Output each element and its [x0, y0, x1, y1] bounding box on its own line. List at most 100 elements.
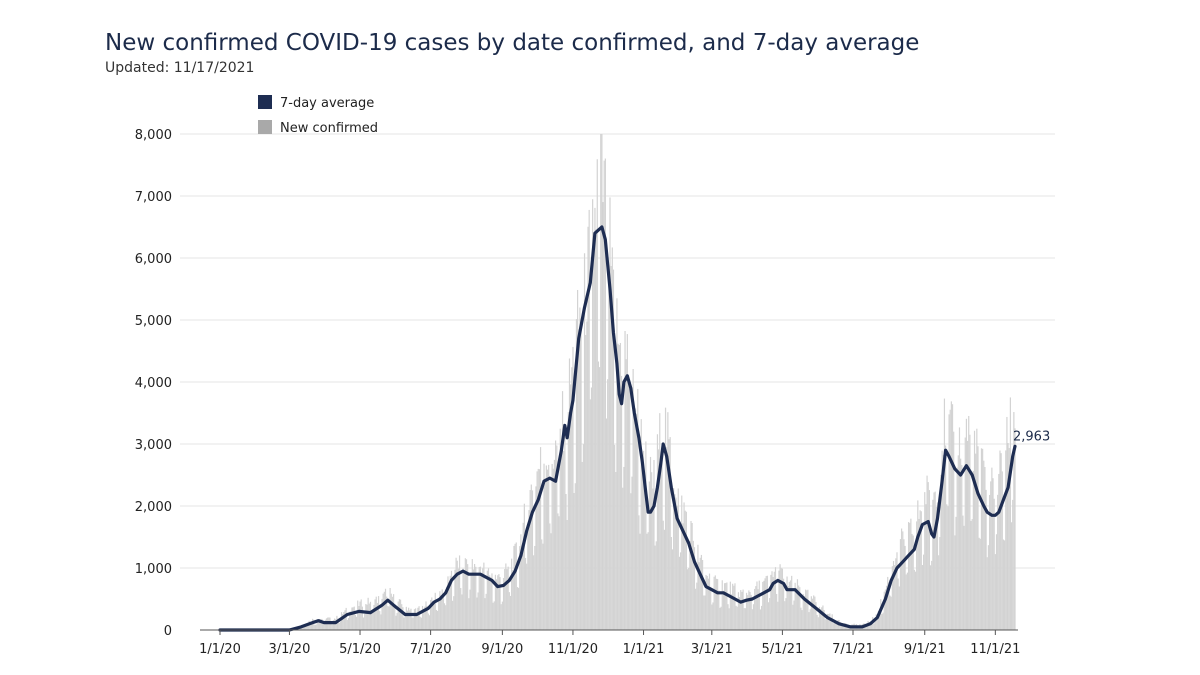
new-confirmed-bar: [1007, 443, 1009, 630]
new-confirmed-bar: [904, 545, 906, 630]
new-confirmed-bar: [414, 608, 417, 630]
new-confirmed-bar: [537, 468, 539, 630]
new-confirmed-bar: [986, 557, 988, 630]
y-tick-label: 1,000: [135, 562, 172, 577]
new-confirmed-bar: [534, 545, 536, 630]
y-tick-label: 2,000: [135, 500, 172, 515]
new-confirmed-bar: [450, 570, 453, 630]
new-confirmed-bar: [866, 625, 868, 630]
new-confirmed-bar: [578, 329, 580, 630]
new-confirmed-bar: [677, 488, 679, 630]
new-confirmed-bar: [669, 437, 671, 630]
legend-swatch-7-day-average: [258, 95, 272, 109]
new-confirmed-bar: [434, 592, 436, 630]
new-confirmed-bar: [649, 456, 652, 630]
new-confirmed-bar: [477, 592, 479, 630]
new-confirmed-bar: [971, 519, 973, 630]
new-confirmed-bar: [788, 581, 790, 630]
new-confirmed-bar: [808, 612, 810, 630]
new-confirmed-bar: [673, 488, 675, 630]
new-confirmed-bar: [479, 566, 481, 630]
new-confirmed-bar: [565, 494, 567, 630]
new-confirmed-bar: [411, 617, 413, 630]
new-confirmed-bar: [485, 593, 487, 630]
new-confirmed-bar: [875, 614, 877, 630]
new-confirmed-bar: [826, 613, 829, 630]
new-confirmed-bar: [887, 576, 889, 630]
new-confirmed-bar: [880, 599, 882, 630]
new-confirmed-bar: [994, 554, 996, 630]
new-confirmed-bar: [774, 567, 777, 630]
new-confirmed-bar: [899, 539, 902, 630]
new-confirmed-bar: [874, 620, 876, 630]
new-confirmed-bar: [362, 617, 365, 630]
new-confirmed-bar: [918, 518, 920, 630]
new-confirmed-bar: [342, 614, 344, 630]
new-confirmed-bar: [421, 605, 424, 630]
new-confirmed-bar: [803, 595, 806, 630]
new-confirmed-bar: [321, 618, 323, 630]
new-confirmed-bar: [943, 398, 946, 630]
new-confirmed-bar: [595, 229, 597, 631]
new-confirmed-bar: [446, 586, 448, 630]
new-confirmed-bar: [561, 391, 564, 630]
new-confirmed-bar: [778, 570, 780, 630]
new-confirmed-bar: [474, 563, 476, 630]
new-confirmed-bar: [978, 537, 980, 630]
new-confirmed-bar: [1004, 540, 1006, 630]
legend-label-7-day-average: 7-day average: [280, 96, 374, 111]
new-confirmed-bar: [453, 596, 455, 630]
new-confirmed-bar: [600, 134, 602, 630]
new-confirmed-bar: [546, 469, 549, 630]
new-confirmed-bar: [501, 601, 503, 630]
new-confirmed-bar: [619, 342, 622, 630]
new-confirmed-bar: [406, 610, 409, 630]
new-confirmed-bar: [831, 614, 833, 630]
new-confirmed-bar: [771, 571, 773, 630]
new-confirmed-bar: [646, 533, 648, 630]
new-confirmed-bar: [903, 539, 905, 630]
new-confirmed-bar: [707, 578, 709, 630]
new-confirmed-bar: [303, 624, 306, 630]
new-confirmed-bar: [719, 607, 721, 630]
new-confirmed-bar: [782, 578, 785, 630]
new-confirmed-bar: [741, 591, 743, 630]
new-confirmed-bar: [480, 576, 483, 630]
new-confirmed-bar: [751, 609, 753, 630]
new-confirmed-bar: [608, 265, 610, 630]
new-confirmed-bar: [388, 606, 390, 630]
new-confirmed-bar: [928, 490, 930, 630]
new-confirmed-bar: [822, 605, 824, 630]
new-confirmed-bar: [593, 247, 595, 630]
new-confirmed-bar: [368, 603, 370, 630]
new-confirmed-bar: [879, 609, 881, 630]
new-confirmed-bar: [717, 579, 719, 630]
new-confirmed-bar: [799, 587, 801, 630]
new-confirmed-bar: [552, 468, 554, 630]
new-confirmed-bar: [583, 253, 586, 630]
new-confirmed-bar: [898, 586, 900, 630]
new-confirmed-bar: [674, 494, 676, 630]
x-tick-label: 1/1/20: [199, 642, 241, 657]
new-confirmed-bar: [734, 583, 736, 630]
new-confirmed-bar: [653, 460, 655, 630]
new-confirmed-bar: [726, 582, 728, 630]
new-confirmed-bar: [305, 623, 307, 630]
axes: 0 1,000 2,000 3,000 4,000 5,000 6,000 7,000 8,00…: [135, 128, 1021, 657]
new-confirmed-bar: [542, 543, 544, 630]
new-confirmed-bar: [582, 444, 584, 630]
new-confirmed-bar: [664, 407, 667, 630]
new-confirmed-bar: [381, 598, 383, 630]
new-confirmed-bar: [679, 552, 682, 630]
new-confirmed-bar: [377, 596, 380, 630]
new-confirmed-bar: [535, 486, 537, 630]
new-confirmed-bar: [307, 626, 309, 630]
new-confirmed-bar: [796, 579, 799, 630]
new-confirmed-bar: [1005, 450, 1007, 630]
new-confirmed-bar: [358, 605, 360, 630]
new-confirmed-bar: [891, 566, 893, 630]
new-confirmed-bar: [896, 552, 898, 630]
new-confirmed-bar: [418, 606, 420, 630]
new-confirmed-bar: [347, 618, 350, 630]
new-confirmed-bar: [361, 606, 363, 630]
